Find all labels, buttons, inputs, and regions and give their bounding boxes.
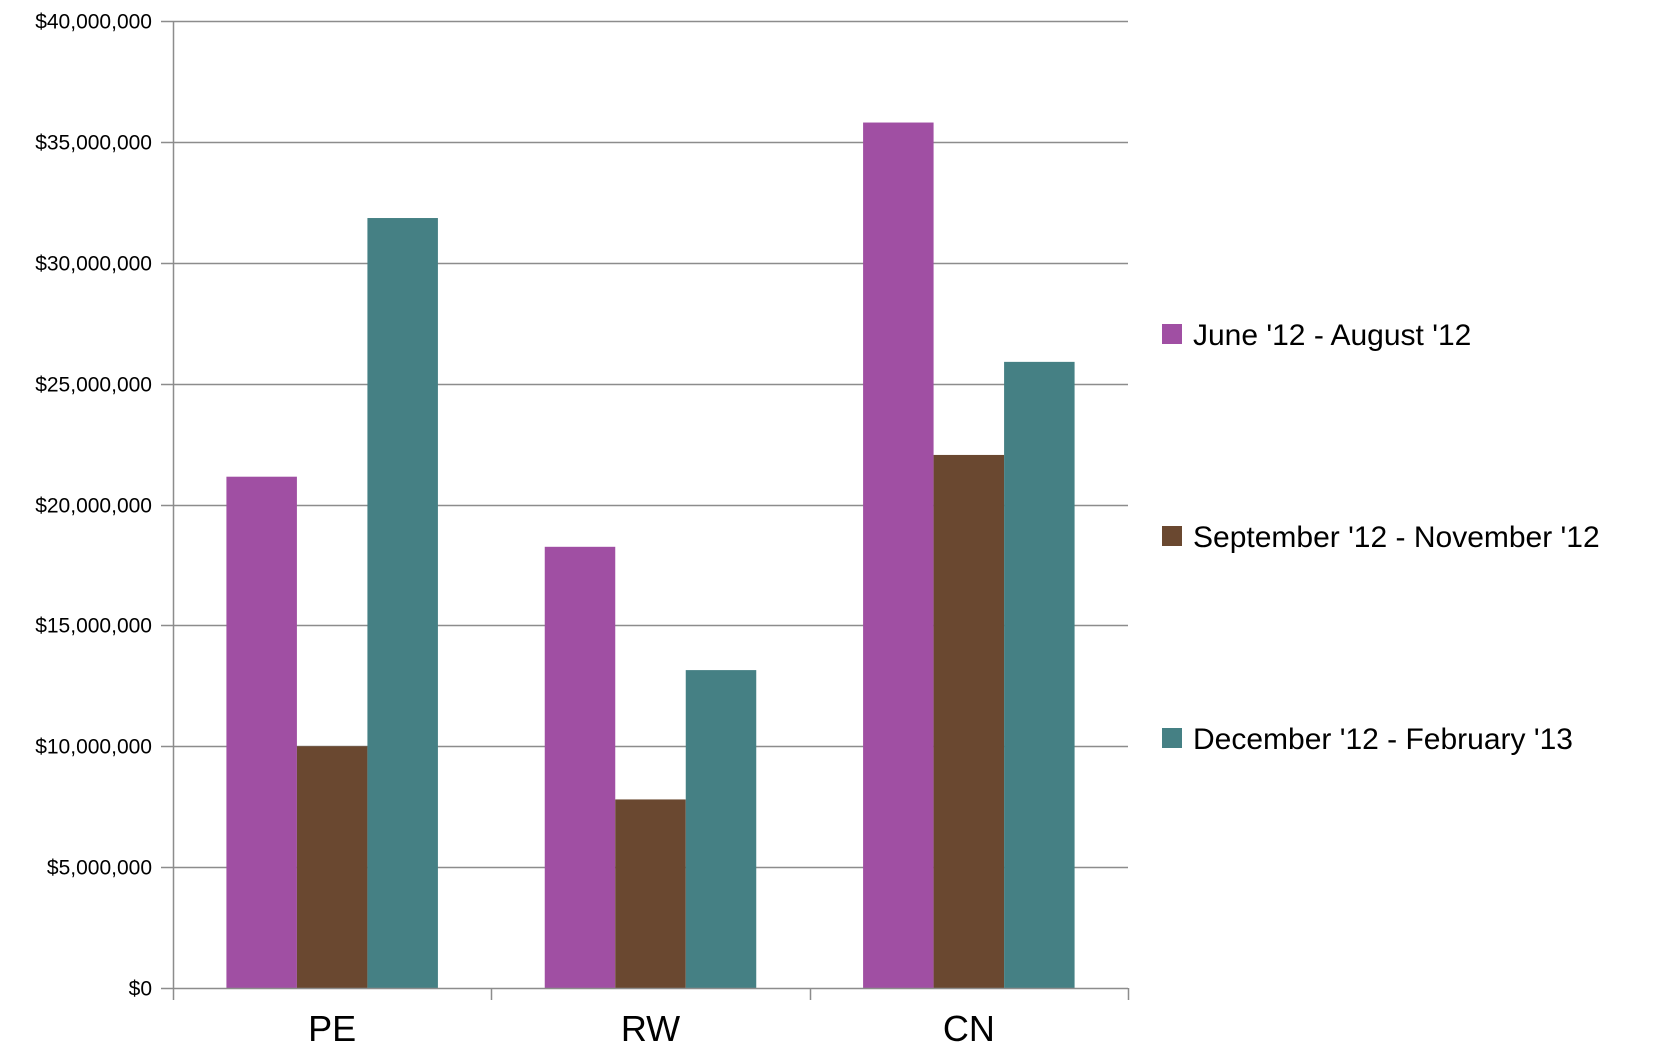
legend-label: June '12 - August '12 <box>1193 319 1471 352</box>
axes <box>161 20 1130 1000</box>
y-tick-label: $35,000,000 <box>35 132 152 155</box>
y-tick-label: $15,000,000 <box>35 615 152 638</box>
x-tick-label: RW <box>621 1008 680 1049</box>
legend-swatch <box>1162 526 1182 546</box>
bar <box>685 670 757 988</box>
legend-label: September '12 - November '12 <box>1193 521 1600 554</box>
y-tick-label: $20,000,000 <box>35 495 152 518</box>
y-tick-label: $25,000,000 <box>35 374 152 397</box>
bar <box>226 476 297 988</box>
bar <box>544 546 616 988</box>
y-axis-tick-labels: $0 $5,000,000 $10,000,000 $15,000,000 $20,00… <box>35 11 152 1001</box>
y-tick-label: $10,000,000 <box>35 736 152 759</box>
y-tick-label: $30,000,000 <box>35 253 152 276</box>
bars <box>226 122 1075 988</box>
y-tick-label: $40,000,000 <box>35 11 152 34</box>
bar <box>367 218 438 988</box>
x-tick-label: PE <box>308 1008 356 1049</box>
legend-label: December '12 - February '13 <box>1193 723 1573 756</box>
legend: June '12 - August '12 September '12 - Nov… <box>1162 319 1600 756</box>
bar <box>615 799 686 988</box>
bar <box>863 122 934 988</box>
bar <box>1004 361 1075 988</box>
legend-swatch <box>1162 324 1182 344</box>
bar <box>296 746 368 988</box>
legend-swatch <box>1162 728 1182 748</box>
bar <box>933 454 1005 988</box>
y-tick-label: $5,000,000 <box>47 857 152 880</box>
y-tick-label: $0 <box>129 978 152 1001</box>
x-axis-tick-labels: PE RW CN <box>308 1008 995 1049</box>
x-tick-label: CN <box>943 1008 995 1049</box>
